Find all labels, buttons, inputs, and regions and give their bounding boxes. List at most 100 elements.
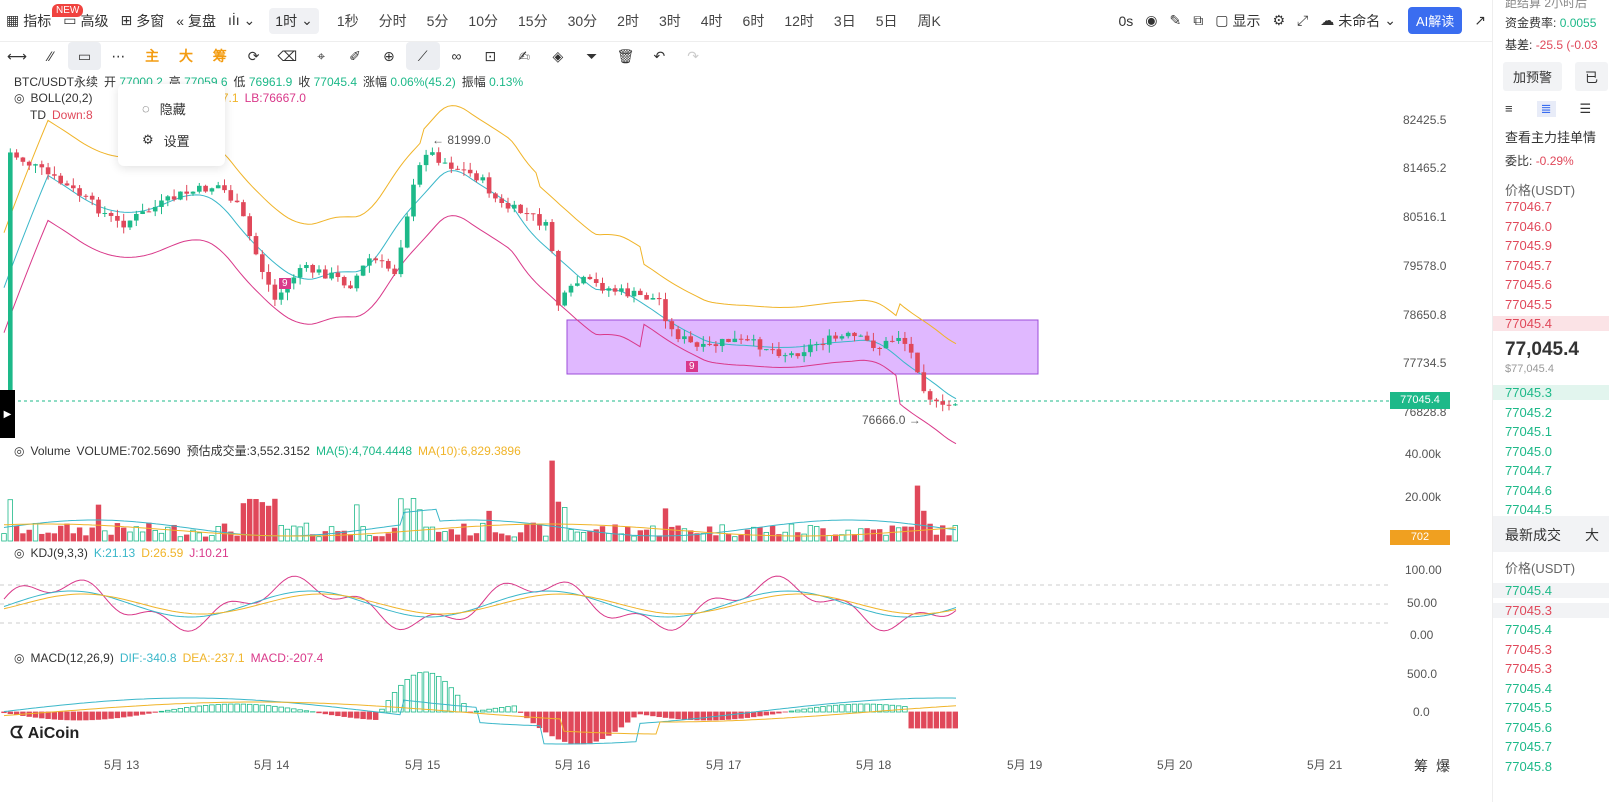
candle: [694, 342, 700, 347]
interval-option[interactable]: 周K: [917, 12, 941, 29]
countdown[interactable]: 0s: [1118, 12, 1134, 29]
split-icon[interactable]: ☰: [1579, 101, 1592, 116]
volume-bar: [914, 485, 921, 542]
bid-row[interactable]: 77044.7: [1505, 463, 1552, 478]
interval-option[interactable]: 3时: [658, 12, 681, 29]
interval-option[interactable]: 5日: [875, 12, 898, 29]
bid-row[interactable]: 77044.5: [1505, 502, 1552, 517]
eraser-icon[interactable]: ⌫: [277, 47, 298, 64]
interval-option[interactable]: 4时: [700, 12, 723, 29]
layers-icon[interactable]: ◈: [552, 47, 564, 64]
ask-row[interactable]: 77045.7: [1505, 257, 1552, 273]
depth-icon[interactable]: ≣: [1536, 101, 1556, 117]
ask-row[interactable]: 77046.7: [1505, 199, 1552, 214]
edit-icon[interactable]: ✍: [518, 47, 530, 64]
volume-bar: [404, 508, 410, 542]
horizontal-line-icon[interactable]: ⟷: [6, 47, 27, 64]
add-alert-button[interactable]: 加预警: [1503, 62, 1563, 91]
interval-option[interactable]: 5分: [426, 12, 449, 29]
interval-option[interactable]: 1秒: [336, 12, 359, 29]
filter-icon[interactable]: ⏷: [586, 47, 598, 64]
macd-bar: [347, 711, 354, 718]
interval-option[interactable]: 30分: [567, 12, 598, 29]
replay-button[interactable]: «复盘: [176, 12, 216, 29]
orderbook-title[interactable]: 查看主力挂单情: [1505, 130, 1597, 145]
interval-option[interactable]: 分时: [378, 12, 407, 29]
candle-type-button[interactable]: ıİı ⌄: [222, 0, 261, 42]
candle: [631, 290, 637, 297]
eye-icon[interactable]: ◎: [14, 651, 25, 665]
redo-icon[interactable]: ↷: [687, 47, 700, 64]
chip-button[interactable]: 筹: [1414, 758, 1428, 774]
range-box[interactable]: [566, 319, 1039, 375]
candle: [688, 336, 693, 343]
volume-bar: [291, 525, 297, 542]
camera-icon[interactable]: ◉: [1145, 12, 1158, 28]
eye-icon[interactable]: ◎: [14, 443, 25, 458]
sync-icon[interactable]: ⟳: [247, 47, 260, 64]
macd-bar: [927, 711, 933, 729]
interval-option[interactable]: 2时: [617, 12, 639, 29]
volume-bar: [902, 526, 908, 542]
bid-row[interactable]: 77045.0: [1505, 443, 1552, 459]
latest-trades-tab[interactable]: 最新成交: [1505, 527, 1561, 543]
bid-row[interactable]: 77045.1: [1505, 424, 1552, 439]
volume-bar: [202, 536, 209, 542]
date-label: 5月 21: [1307, 758, 1343, 772]
pen-icon[interactable]: ✎: [1169, 12, 1182, 28]
macd-bar: [776, 711, 782, 714]
eye-icon[interactable]: ◎: [14, 546, 25, 560]
ai-analysis-button[interactable]: AI解读: [1407, 7, 1463, 34]
settings-menu-item[interactable]: ⚙ 设置: [142, 132, 190, 149]
undo-icon[interactable]: ↶: [653, 47, 666, 64]
list-icon[interactable]: ≡: [1505, 101, 1513, 116]
ask-row[interactable]: 77045.5: [1505, 296, 1552, 312]
macd-bar: [593, 711, 599, 742]
main-force-tool[interactable]: 主: [145, 48, 160, 64]
expand-icon[interactable]: ⤢: [1297, 12, 1309, 28]
bid-row[interactable]: 77045.3: [1493, 385, 1609, 400]
more-icon[interactable]: ⋯: [111, 47, 126, 64]
lock-icon[interactable]: ⊡: [484, 47, 497, 64]
candle: [178, 191, 183, 200]
ask-row[interactable]: 77046.0: [1505, 218, 1552, 234]
hide-menu-item[interactable]: ◌ 隐藏: [142, 100, 186, 117]
zoom-icon[interactable]: ⊕: [382, 47, 395, 64]
interval-option[interactable]: 12时: [784, 12, 814, 29]
bid-row[interactable]: 77044.6: [1505, 482, 1552, 498]
interval-option[interactable]: 10分: [468, 12, 498, 29]
template-button[interactable]: ☁ 未命名 ⌄: [1320, 12, 1396, 29]
interval-selector[interactable]: 1时 ⌄: [269, 7, 319, 34]
liquidation-button[interactable]: 爆: [1436, 758, 1450, 774]
trend-line-icon[interactable]: ⁄⁄: [48, 48, 54, 64]
multi-window-button[interactable]: ⊞ 多窗: [120, 12, 165, 29]
trash-icon[interactable]: 🗑: [616, 47, 635, 64]
collapse-sidebar-button[interactable]: ▶: [0, 390, 15, 438]
large-trades-tab[interactable]: 大: [1585, 527, 1599, 543]
large-order-tool[interactable]: 大: [178, 48, 193, 64]
link-icon[interactable]: ∞: [451, 48, 462, 64]
interval-option[interactable]: 6时: [742, 12, 765, 29]
share-icon[interactable]: ↗: [1474, 12, 1486, 28]
candle: [373, 258, 378, 261]
alert-list-button[interactable]: 已: [1575, 62, 1609, 91]
rectangle-icon[interactable]: ▭: [67, 42, 102, 70]
ruler-icon[interactable]: ✐: [349, 47, 361, 64]
select-icon[interactable]: ⌖: [317, 47, 326, 64]
eye-icon[interactable]: ◎: [14, 91, 25, 105]
bid-row[interactable]: 77045.2: [1505, 404, 1552, 420]
volume-bar: [669, 526, 675, 542]
indicator-button[interactable]: ▦ 指标: [6, 12, 52, 29]
popout-icon[interactable]: ⧉: [1193, 12, 1204, 28]
gear-icon[interactable]: ⚙: [1272, 12, 1286, 28]
volume-bar: [272, 498, 278, 542]
ask-row[interactable]: 77045.9: [1505, 238, 1552, 253]
candle: [505, 202, 511, 209]
interval-option[interactable]: 3日: [833, 12, 856, 29]
magnet-icon[interactable]: ⟋: [405, 42, 440, 70]
display-button[interactable]: ▢ 显示: [1215, 12, 1261, 29]
chip-tool[interactable]: 筹: [212, 48, 227, 64]
ask-row[interactable]: 77045.6: [1505, 277, 1552, 292]
interval-option[interactable]: 15分: [518, 12, 548, 29]
ask-row[interactable]: 77045.4: [1493, 316, 1609, 331]
